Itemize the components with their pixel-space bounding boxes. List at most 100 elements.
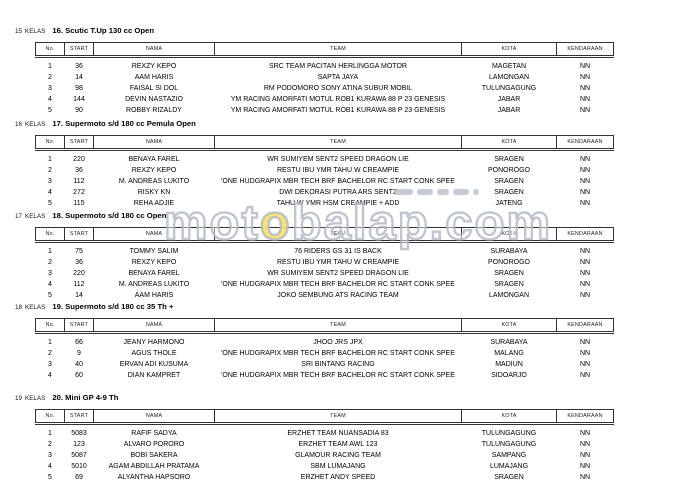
cell-team: 'ONE HUDGRAPIX MBR TECH BRF BACHELOR RC … (221, 372, 455, 380)
cell-start: 144 (73, 96, 85, 104)
cell-no: 4 (48, 463, 52, 471)
column-header-team: TEAM (214, 135, 462, 151)
entry-table: No. START NAMA TEAM KOTA KENDARAAN 1 36 REXZY K… (35, 42, 614, 116)
column-header-start: START (64, 318, 94, 334)
entry-row: 3 112 M. ANDREAS LUKITO 'ONE HUDGRAPIX MBR … (36, 176, 614, 187)
class-heading-number: 19 (15, 395, 23, 402)
column-header-start: START (64, 42, 94, 58)
cell-nama: BOBI SAKERA (130, 452, 178, 460)
cell-start: 5087 (71, 452, 87, 460)
column-header-no: No. (35, 318, 65, 334)
entry-row: 3 220 BENAYA FAREL WR SUMIYEM SENT2 SPEED D… (36, 268, 614, 279)
cell-no: 2 (48, 167, 52, 175)
cell-team: SAPTA JAYA (317, 74, 359, 82)
cell-kota: SRAGEN (494, 156, 524, 163)
cell-start: 36 (75, 63, 83, 70)
column-header-kota: KOTA (461, 227, 557, 243)
cell-team: RESTU IBU YMR TAHU W CREAMPIE (276, 259, 400, 267)
column-header-kota: KOTA (461, 409, 557, 425)
header-row: No. START NAMA TEAM KOTA KENDARAAN (35, 135, 614, 151)
column-header-start: START (64, 409, 94, 425)
cell-team: RM PODOMORO SONY ATINA SUBUR MOBIL (263, 85, 413, 93)
cell-kota: MADIUN (495, 361, 523, 369)
cell-team: WR SUMIYEM SENT2 SPEED DRAGON LIE (267, 270, 409, 278)
column-header-team: TEAM (214, 227, 462, 243)
cell-kota: JATENG (495, 200, 523, 208)
cell-kendaraan: NN (579, 441, 591, 449)
cell-kendaraan: NN (579, 200, 591, 208)
entry-table-wrap: No. START NAMA TEAM KOTA KENDARAAN 1 220 BENAYA… (35, 135, 614, 209)
cell-kota: MALANG (494, 350, 524, 358)
cell-start: 60 (75, 372, 83, 380)
cell-kendaraan: NN (579, 178, 591, 186)
class-section: 15 KELAS 16. Scutic T.Up 130 cc Open No. ST… (15, 24, 614, 116)
class-heading-title: 20. Mini GP 4-9 Th (52, 393, 119, 402)
cell-team: WR SUMIYEM SENT2 SPEED DRAGON LIE (267, 156, 409, 163)
cell-no: 3 (48, 85, 52, 93)
entry-table: No. START NAMA TEAM KOTA KENDARAAN 1 5083 RAFIF… (35, 409, 614, 483)
cell-kendaraan: NN (579, 292, 591, 300)
cell-kendaraan: NN (579, 96, 591, 104)
cell-no: 1 (48, 156, 52, 163)
class-heading: 16 KELAS 17. Supermoto s/d 180 cc Pemula O… (15, 117, 614, 128)
cell-team: ERZHET ANDY SPEED (300, 474, 376, 482)
cell-start: 14 (75, 292, 83, 300)
class-section: 18 KELAS 19. Supermoto s/d 180 cc 35 Th + … (15, 300, 614, 381)
column-header-kendaraan: KENDARAAN (556, 409, 614, 425)
cell-kota: SRAGEN (494, 189, 524, 197)
class-heading-number: 16 (15, 121, 23, 128)
column-header-nama: NAMA (93, 135, 215, 151)
entry-row: 5 69 ALYANTHA HAPSORO ERZHET ANDY SPEED SRAG… (36, 472, 614, 483)
class-heading-title: 17. Supermoto s/d 180 cc Pemula Open (52, 119, 196, 128)
class-heading-title: 16. Scutic T.Up 130 cc Open (52, 26, 155, 35)
cell-start: 5010 (71, 463, 87, 471)
column-header-nama: NAMA (93, 42, 215, 58)
cell-team: JHOO JRS JPX (313, 339, 363, 346)
entry-row: 5 90 ROBBY RIZALDY YM RACING AMORFATI MOTUL… (36, 105, 614, 116)
cell-kota: TULUNGAGUNG (481, 85, 537, 93)
entry-table-wrap: No. START NAMA TEAM KOTA KENDARAAN 1 75 TOMMY S… (35, 227, 614, 301)
class-heading-kelas-label: KELAS (25, 121, 46, 128)
entry-row: 1 220 BENAYA FAREL WR SUMIYEM SENT2 SPEED D… (36, 150, 614, 166)
cell-nama: RISKY KN (137, 189, 171, 197)
cell-nama: AAM HARIS (134, 292, 174, 300)
cell-team: DWI DEKORASI PUTRA ARS SENT2 (279, 189, 397, 197)
entry-row: 2 123 ALVARO PORORO ERZHET TEAM AWL 123 TULU… (36, 439, 614, 450)
entry-row: 4 144 DEVIN NASTAZIO YM RACING AMORFATI MOT… (36, 94, 614, 105)
cell-kendaraan: NN (579, 63, 591, 70)
cell-kota: SAMPANG (491, 452, 527, 460)
column-header-team: TEAM (214, 318, 462, 334)
cell-kota: SURABAYA (490, 339, 528, 346)
cell-team: SRI BINTANG RACING (301, 361, 375, 369)
column-header-no: No. (35, 135, 65, 151)
cell-no: 5 (48, 292, 52, 300)
entry-row: 3 98 FAISAL SI DOL RM PODOMORO SONY ATINA S… (36, 83, 614, 94)
cell-no: 2 (48, 350, 52, 358)
cell-team: ERZHET TEAM NUANSADIA 83 (287, 430, 389, 437)
cell-no: 1 (48, 63, 52, 70)
class-heading-kelas-label: KELAS (25, 395, 46, 402)
cell-nama: REXZY KEPO (131, 63, 177, 70)
entry-table-wrap: No. START NAMA TEAM KOTA KENDARAAN 1 5083 RAFIF… (35, 409, 614, 483)
cell-nama: DIAN KAMPRET (127, 372, 181, 380)
cell-start: 75 (75, 248, 83, 255)
column-header-team: TEAM (214, 42, 462, 58)
cell-start: 69 (75, 474, 83, 482)
column-header-kendaraan: KENDARAAN (556, 227, 614, 243)
column-header-nama: NAMA (93, 318, 215, 334)
cell-kendaraan: NN (579, 350, 591, 358)
cell-no: 5 (48, 200, 52, 208)
class-heading: 18 KELAS 19. Supermoto s/d 180 cc 35 Th + (15, 300, 614, 311)
cell-nama: ERVAN ADI KUSUMA (119, 361, 189, 369)
class-heading-number: 15 (15, 28, 23, 35)
cell-no: 5 (48, 474, 52, 482)
class-heading: 19 KELAS 20. Mini GP 4-9 Th (15, 391, 614, 402)
cell-start: 112 (73, 281, 85, 289)
cell-team: YM RACING AMORFATI MOTUL ROB1 KURAWA 88 … (230, 96, 446, 104)
cell-team: JOKO SEMBUNG ATS RACING TEAM (277, 292, 399, 300)
cell-kendaraan: NN (579, 372, 591, 380)
cell-no: 2 (48, 74, 52, 82)
cell-team: TAHU W YMR HSM CREAMPIE + ADD (276, 200, 400, 208)
cell-start: 115 (73, 200, 85, 208)
cell-start: 90 (75, 107, 83, 115)
